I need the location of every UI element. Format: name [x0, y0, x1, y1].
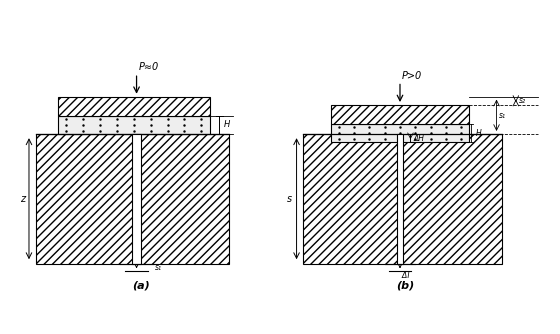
Text: ΔT: ΔT: [402, 272, 411, 281]
Text: ΔH: ΔH: [413, 134, 424, 143]
Bar: [132, 134, 141, 264]
Bar: [58, 116, 209, 134]
Text: z: z: [20, 194, 25, 204]
Text: H: H: [475, 129, 481, 138]
Bar: [58, 97, 209, 116]
Text: s: s: [287, 194, 292, 204]
Text: s₁: s₁: [500, 111, 506, 120]
Bar: [304, 134, 502, 264]
Bar: [36, 134, 229, 264]
Text: P≈0: P≈0: [139, 62, 159, 72]
Bar: [331, 124, 469, 142]
Text: (b): (b): [396, 281, 414, 291]
Bar: [397, 134, 403, 264]
Bar: [331, 105, 469, 124]
Text: (a): (a): [132, 281, 150, 291]
Text: s₁: s₁: [155, 263, 161, 272]
Text: s₂: s₂: [519, 96, 526, 105]
Text: H: H: [224, 121, 231, 130]
Text: P>0: P>0: [402, 71, 422, 81]
